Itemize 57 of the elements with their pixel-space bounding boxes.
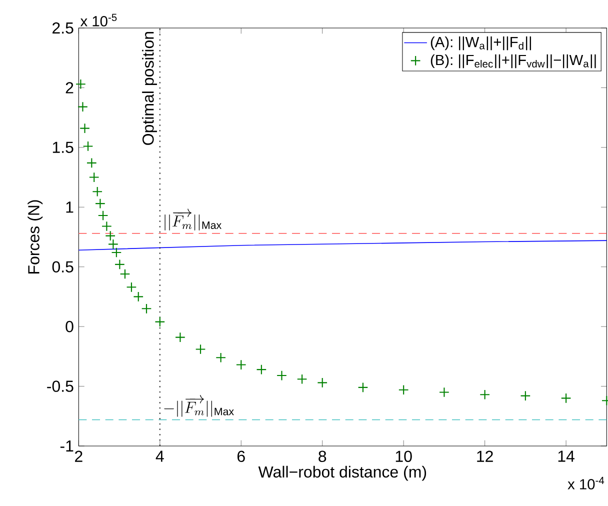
point [78, 102, 88, 112]
x-tick-label: 4 [156, 450, 164, 462]
x-tick-label: 6 [237, 450, 245, 462]
point [296, 374, 308, 384]
text: x 10$^{-4}$ [568, 476, 604, 490]
y-tick-label: -0.5 [47, 380, 74, 392]
point [141, 303, 152, 314]
point [98, 210, 108, 221]
point [216, 352, 226, 363]
ref-line-label: $-||\overrightarrow{F_m}||_{\mathrm{Max}}$ [164, 395, 234, 417]
point [175, 332, 186, 343]
x-tick-label: 12 [477, 450, 493, 462]
point [101, 221, 112, 232]
ref-line-label: $||\overrightarrow{F_m}||_{\mathrm{Max}}$ [164, 208, 222, 230]
legend-label: (A): ||W$_{a}$||+||F$_{d}$|| [430, 36, 531, 50]
point [398, 384, 409, 396]
point [276, 370, 287, 381]
y-tick-label: 2 [66, 82, 74, 94]
text: x 10$^{-5}$ [80, 14, 117, 26]
point [358, 382, 368, 393]
point [126, 282, 137, 292]
point [439, 387, 450, 398]
point [111, 247, 122, 258]
point [195, 344, 206, 354]
point [86, 158, 97, 168]
point [133, 292, 144, 302]
y-axis-title: Forces (N) [28, 200, 43, 274]
x-axis-title: Wall−robot distance (m) [258, 466, 426, 481]
ref-line-label: Optimal position [142, 32, 157, 145]
x-tick-label: 8 [318, 450, 326, 462]
point [94, 198, 106, 209]
point [105, 230, 116, 241]
point [108, 238, 118, 250]
x-tick-label: 2 [75, 450, 82, 462]
point [256, 364, 267, 375]
point [82, 141, 94, 152]
point [80, 123, 90, 134]
x-tick-label: 14 [558, 450, 574, 462]
point [560, 393, 572, 404]
point [317, 377, 328, 388]
legend-label: (B): ||F$_{elec}$||+||F$_{vdw}$||−||W$_{a}$|| [430, 54, 596, 68]
point [520, 390, 531, 402]
point [75, 78, 86, 90]
point [114, 259, 125, 270]
point [154, 316, 166, 327]
y-tick-label: 2.5 [52, 22, 74, 34]
point [88, 172, 100, 182]
y-tick-label: -1 [60, 440, 74, 452]
point [120, 268, 130, 280]
y-tick-label: 1 [66, 202, 74, 213]
point [92, 186, 103, 197]
y-tick-label: 1.5 [52, 142, 74, 153]
point [236, 360, 246, 370]
y-tick-label: 0 [66, 320, 74, 332]
point [480, 389, 490, 400]
y-tick-label: 0.5 [52, 261, 74, 272]
x-tick-label: 10 [396, 450, 412, 462]
